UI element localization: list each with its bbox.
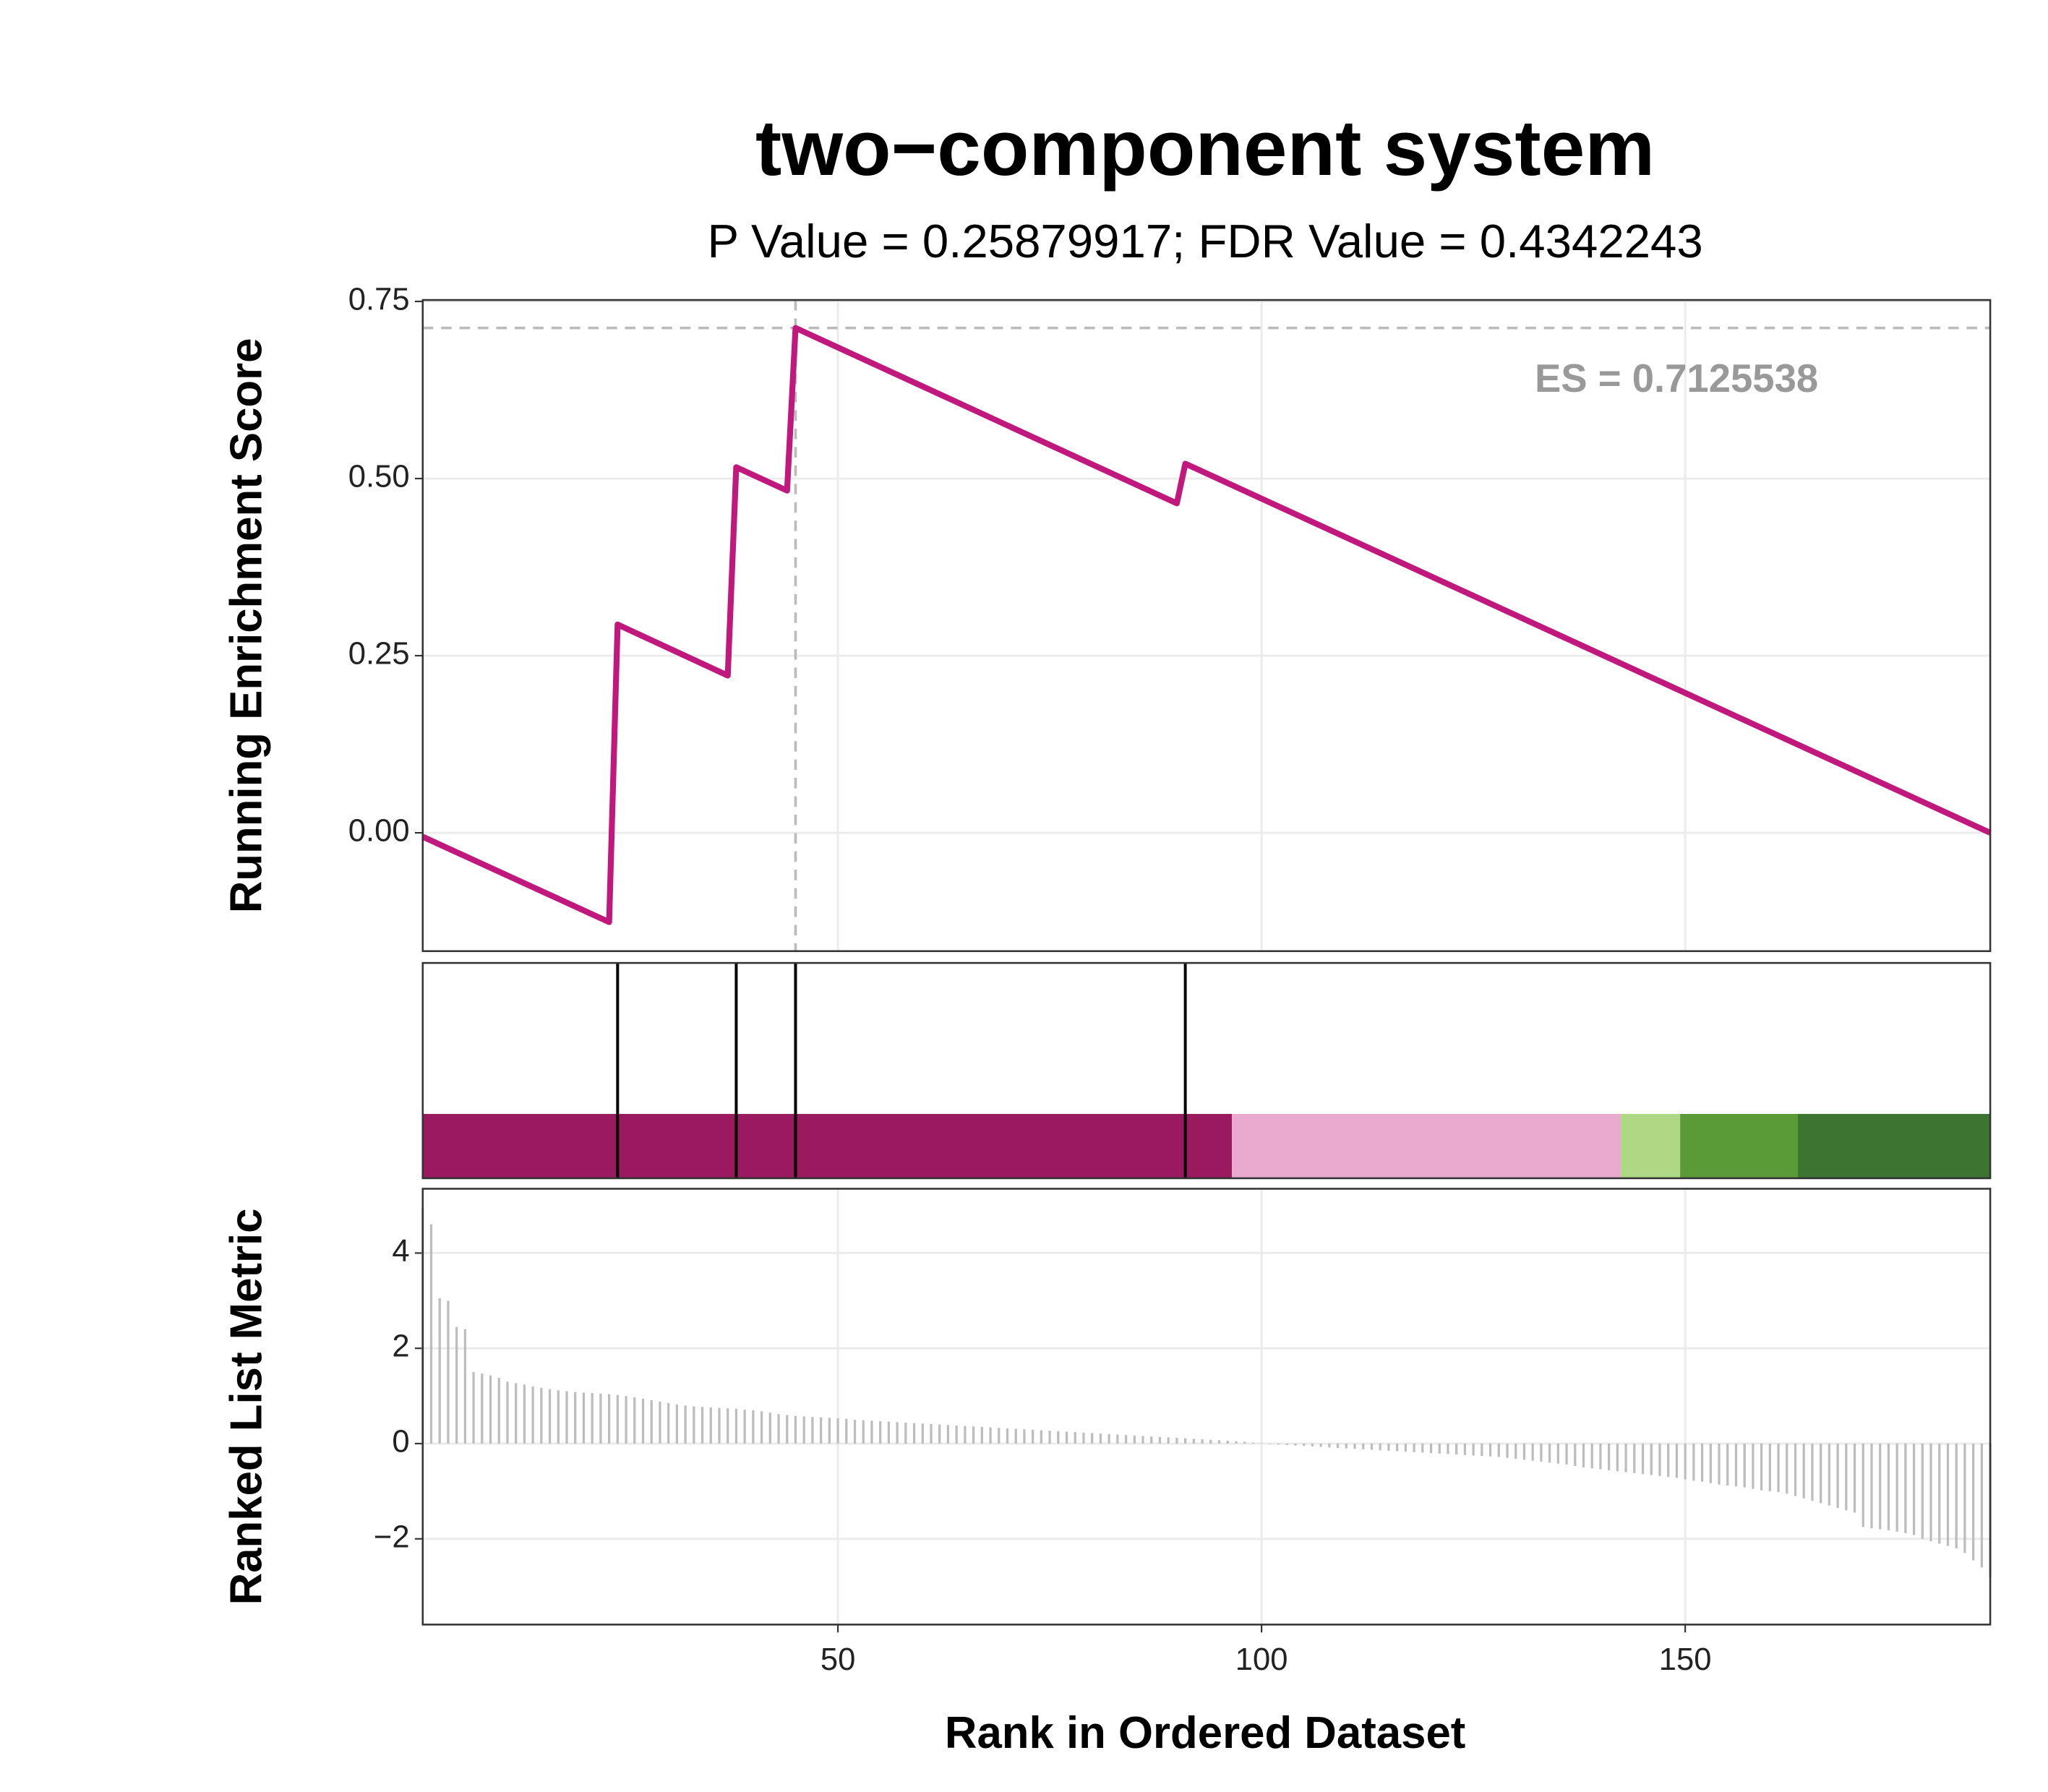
color-bar-segment [422, 1113, 1233, 1178]
y-axis-title: Running Enrichment Score [221, 338, 271, 914]
panel-border [421, 299, 1992, 953]
y-tick-label: 0 [392, 1425, 409, 1459]
x-tick-label: 150 [1659, 1642, 1712, 1677]
y-tick-label: 0.75 [348, 283, 410, 317]
x-tick-label: 50 [821, 1642, 855, 1677]
color-bar-segment [1621, 1113, 1681, 1178]
y-tick-label: 0.25 [348, 637, 410, 672]
y-tick-label: 2 [392, 1329, 409, 1364]
color-bar-segment [1680, 1113, 1799, 1178]
y-axis-title: Ranked List Metric [221, 1208, 271, 1605]
x-tick-label: 100 [1235, 1642, 1288, 1677]
chart-title: two−component system [755, 104, 1655, 192]
y-tick-label: 0.00 [348, 814, 410, 849]
panel-border [421, 1188, 1992, 1626]
x-axis-title: Rank in Ordered Dataset [945, 1708, 1465, 1758]
y-tick-label: 0.50 [348, 460, 410, 494]
color-bar-segment [1798, 1113, 1991, 1178]
es-annotation: ES = 0.7125538 [1535, 356, 1818, 400]
color-bar-segment [1232, 1113, 1621, 1178]
enrichment-line [421, 325, 1992, 925]
chart-subtitle: P Value = 0.25879917; FDR Value = 0.4342… [707, 215, 1702, 267]
y-tick-label: 4 [392, 1234, 409, 1269]
y-tick-label: −2 [374, 1519, 410, 1554]
panel-border [421, 961, 1992, 1180]
